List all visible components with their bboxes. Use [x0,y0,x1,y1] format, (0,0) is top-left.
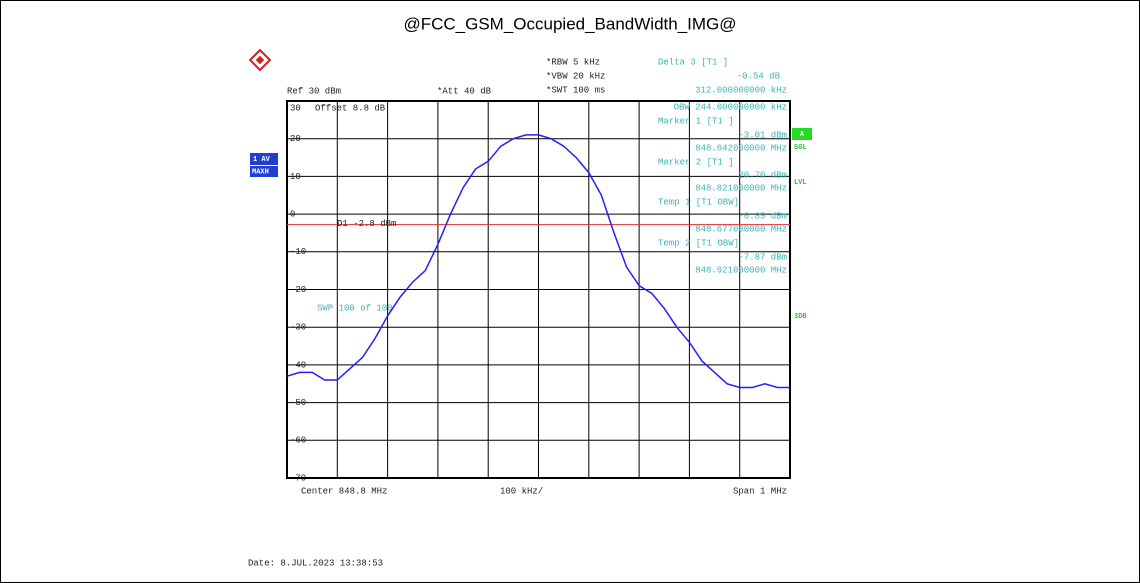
delta-value: -0.54 dB [737,71,781,81]
readout: -3.01 dBm [738,130,787,140]
ref-level: Ref 30 dBm [287,86,341,96]
readout: 848.677000000 MHz [695,224,787,234]
logo [248,48,272,72]
readout: 848.821000000 MHz [695,183,787,193]
trace-badge-text: 1 AV [253,156,271,164]
y-tick-label: -10 [290,247,306,257]
readout: -6.89 dBm [738,211,787,221]
division: 100 kHz/ [500,486,543,496]
delta-freq: 312.000000000 kHz [695,85,787,95]
readout: Marker 2 [T1 ] [658,157,734,167]
y-tick-label: 20 [290,134,301,144]
rbw: *RBW 5 kHz [546,57,600,67]
vbw: *VBW 20 kHz [546,71,605,81]
readout: 20.70 dBm [738,170,787,180]
db: 3DB [794,313,807,321]
readout: Temp 2 [T1 OBW] [658,238,739,248]
display-line-label: D1 -2.8 dBm [337,219,396,229]
a-badge-text: A [800,131,805,139]
center: Center 848.8 MHz [301,486,387,496]
y-tick-label: -40 [290,360,306,370]
readout: Temp 1 [T1 OBW] [658,197,739,207]
attenuation: *Att 40 dB [437,86,492,96]
y-tick-label: -20 [290,285,306,295]
title: @FCC_GSM_Occupied_BandWidth_IMG@ [403,14,736,33]
span: Span 1 MHz [733,486,787,496]
sweep-time: *SWT 100 ms [546,85,605,95]
y-tick-label: -30 [290,323,306,333]
y-tick-label: 10 [290,172,301,182]
readout: -7.87 dBm [738,252,787,262]
sgl: SGL [794,144,807,152]
a-badge [792,128,812,140]
y-tick-label: 0 [290,209,295,219]
trace [286,134,790,389]
y-tick-label: 30 [290,103,301,113]
y-tick-label: -60 [290,436,306,446]
readout: 848.921000000 MHz [695,265,787,275]
readout: OBW 244.000000000 kHz [674,102,787,112]
delta-label: Delta 3 [T1 ] [658,57,728,67]
readout: Marker 1 [T1 ] [658,116,734,126]
plot-border [286,100,791,479]
readout: 848.642000000 MHz [695,143,787,153]
trace-badge [250,153,278,165]
sweep-count: SWP 100 of 100 [317,303,393,313]
mode-badge-text: MAXH [252,168,269,176]
offset: Offset 8.8 dB [315,103,386,113]
date: Date: 8.JUL.2023 13:38:53 [248,558,383,568]
mode-badge [250,166,278,177]
y-tick-label: -50 [290,398,306,408]
lvl: LVL [794,179,807,187]
